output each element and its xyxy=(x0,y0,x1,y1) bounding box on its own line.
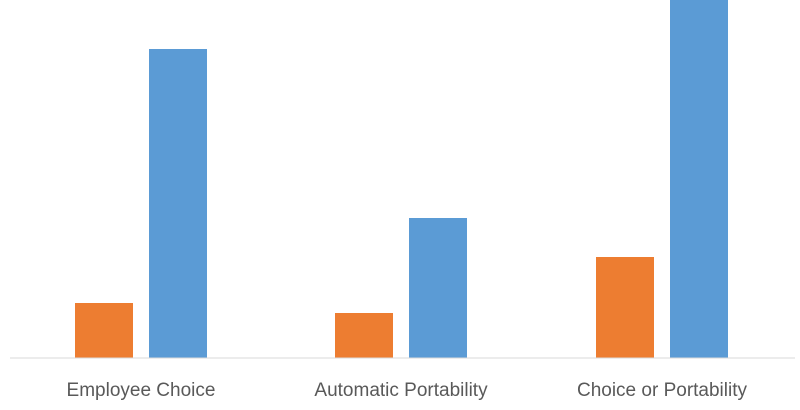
x-tick-labels: Employee Choice Automatic Portability Ch… xyxy=(67,380,748,401)
x-tick-label-automatic-portability: Automatic Portability xyxy=(314,380,488,401)
bar-orange-employee-choice xyxy=(75,303,133,358)
bar-blue-choice-or-portability xyxy=(670,0,728,358)
bar-blue-employee-choice xyxy=(149,49,207,358)
x-tick-label-choice-or-portability: Choice or Portability xyxy=(577,380,748,401)
bar-orange-choice-or-portability xyxy=(596,257,654,358)
x-tick-label-employee-choice: Employee Choice xyxy=(67,380,216,401)
bar-orange-automatic-portability xyxy=(335,313,393,358)
bars-group xyxy=(75,0,728,358)
bar-blue-automatic-portability xyxy=(409,218,467,358)
